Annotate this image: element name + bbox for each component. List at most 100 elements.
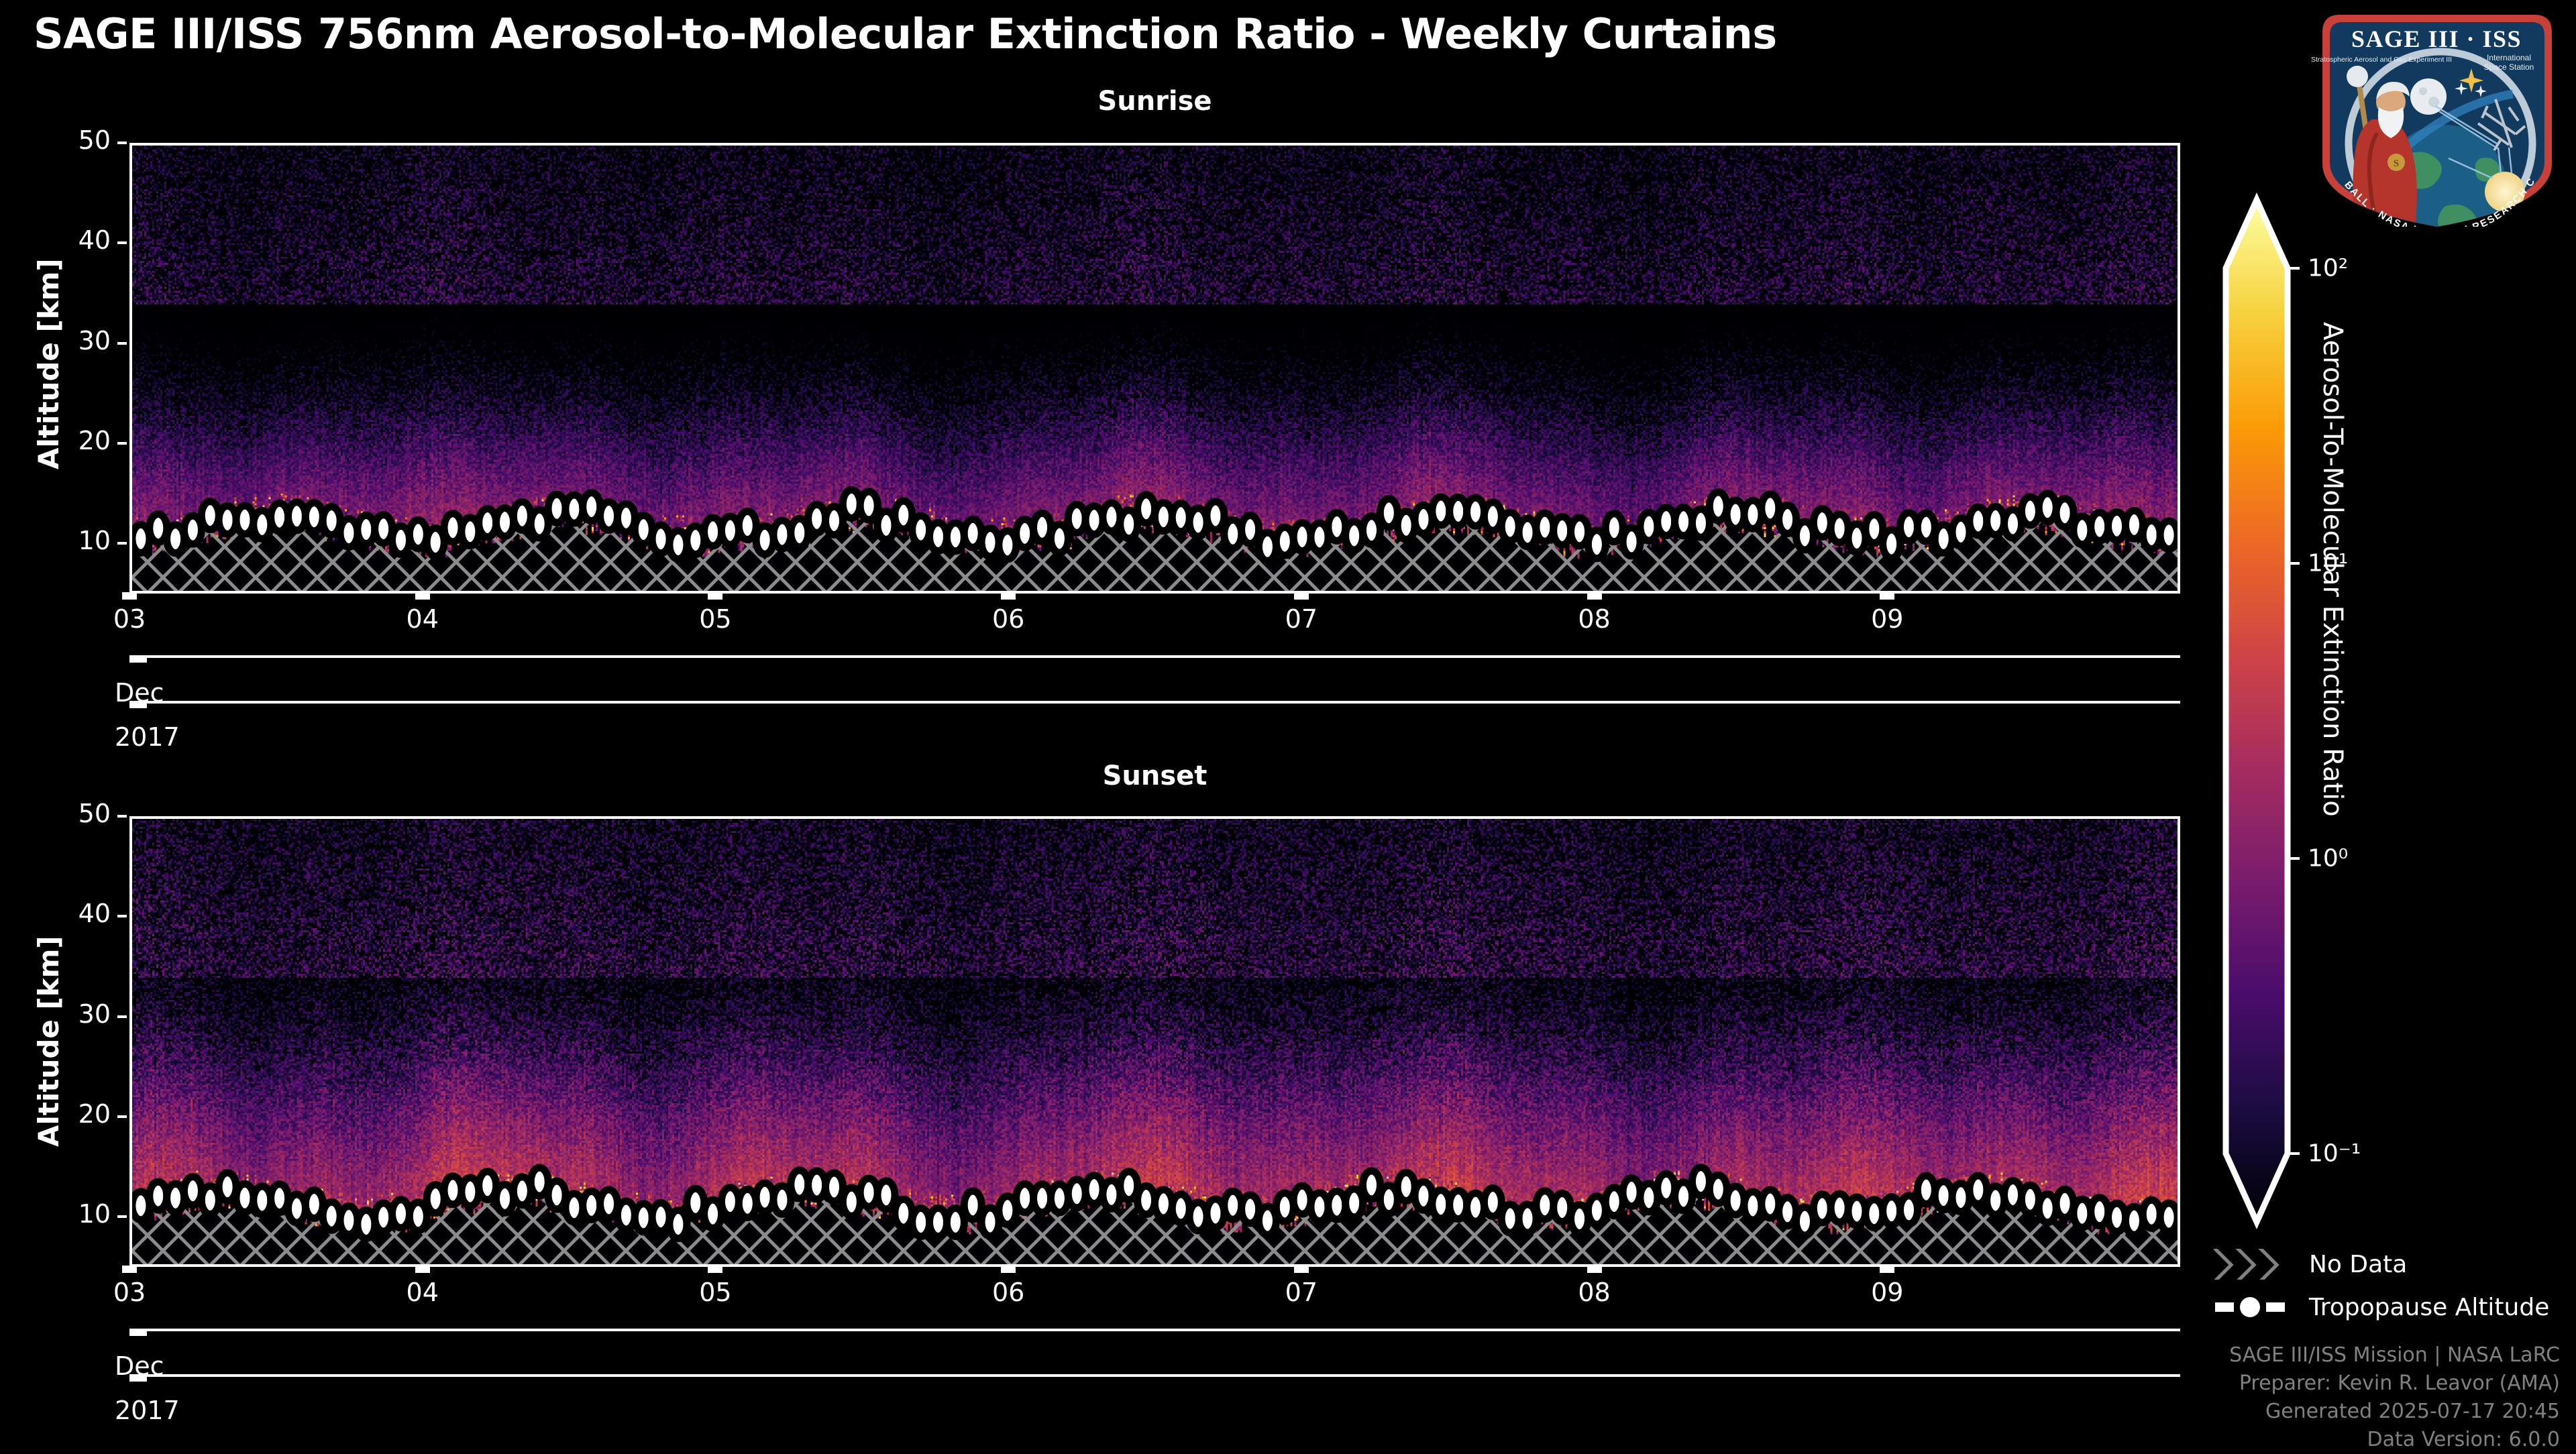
tropopause-marker (735, 508, 760, 544)
sunrise-year-label: 2017 (115, 722, 180, 752)
sunset-x-tick-label-07: 07 (1285, 1278, 1318, 1307)
footer-line-generated: Generated 2025-07-17 20:45 (2265, 1400, 2560, 1423)
sunrise-y-tick-mark-40 (117, 241, 127, 245)
sunrise-x-tick-mark-05 (708, 592, 723, 600)
tropopause-marker (1775, 501, 1801, 537)
sunset-x-tick-mark-05 (708, 1266, 723, 1273)
tropopause-marker (787, 514, 812, 551)
no-data-hatch-icon (2207, 1241, 2289, 1289)
legend: No Data Tropopause Altitude (2207, 1241, 2576, 1336)
tropopause-marker (475, 1168, 500, 1204)
sunset-x-tick-label-09: 09 (1871, 1278, 1904, 1307)
sunrise-year-rule (129, 701, 2180, 704)
sunrise-x-tick-mark-07 (1293, 592, 1309, 600)
sunrise-x-tick-label-07: 07 (1285, 604, 1318, 634)
sunset-tropopause-overlay (132, 1164, 2178, 1264)
sunset-y-tick-mark-10 (117, 1215, 127, 1219)
tropopause-marker (821, 1169, 847, 1205)
sunrise-x-tick-label-09: 09 (1871, 604, 1904, 634)
sunrise-x-tick-label-08: 08 (1578, 604, 1611, 634)
tropopause-marker (527, 506, 552, 542)
tropopause-marker (2156, 517, 2178, 553)
tropopause-marker (769, 1182, 795, 1218)
colorbar-tick-label-10⁰: 10⁰ (2308, 844, 2349, 873)
sunrise-y-tick-mark-10 (117, 542, 127, 545)
logo-earth-land (2402, 152, 2500, 227)
tropopause-marker (1342, 1185, 1367, 1221)
footer-line-mission: SAGE III/ISS Mission | NASA LaRC (2229, 1343, 2560, 1367)
tropopause-marker (1671, 1178, 1697, 1215)
tropopause-marker (856, 488, 881, 524)
tropopause-marker (891, 497, 916, 533)
tropopause-marker (873, 1177, 899, 1213)
sunset-y-tick-mark-40 (117, 915, 127, 918)
sunrise-month-rule (129, 655, 2180, 658)
sunset-y-tick-mark-50 (117, 815, 127, 818)
sunrise-x-tick-mark-09 (1880, 592, 1895, 600)
sunrise-y-tick-mark-20 (117, 442, 127, 445)
legend-label-tropopause: Tropopause Altitude (2309, 1293, 2550, 1321)
logo-robe (2353, 119, 2417, 227)
logo-subtitle-right-1: International (2487, 53, 2531, 62)
panel-sunrise: Sunrise Altitude [km] (32, 86, 2180, 594)
tropopause-marker (1116, 1168, 1142, 1204)
sunset-x-tick-label-08: 08 (1578, 1278, 1611, 1307)
sunset-x-tick-label-05: 05 (699, 1278, 732, 1307)
sunrise-y-tick-mark-50 (117, 142, 127, 144)
colorbar-gradient (2222, 192, 2291, 1229)
panel-sunset-title: Sunset (1102, 761, 1208, 791)
page-title: SAGE III/ISS 756nm Aerosol-to-Molecular … (34, 9, 1777, 58)
logo-sight-lines (2434, 105, 2513, 180)
sage-iii-iss-logo: S SAGE III · ISS Stratospheric Aerosol a… (2298, 0, 2571, 239)
sunset-y-tick-50: 50 (78, 799, 111, 828)
sunset-x-tick-mark-07 (1293, 1266, 1309, 1273)
sunset-y-tick-20: 20 (78, 1099, 111, 1129)
sunrise-y-tick-30: 30 (78, 325, 111, 355)
tropopause-marker (180, 512, 205, 548)
tropopause-marker (1688, 505, 1713, 541)
footer-credits: SAGE III/ISS Mission | NASA LaRC Prepare… (2229, 1341, 2560, 1454)
sunset-x-tick-mark-04 (415, 1266, 430, 1273)
sunrise-month-nub (129, 655, 147, 663)
tropopause-marker (1619, 524, 1644, 560)
colorbar-tick-mark-10¹ (2289, 562, 2300, 565)
sunset-month-rule (129, 1329, 2180, 1331)
logo-head (2376, 87, 2406, 117)
panel-sunrise-title: Sunrise (1097, 86, 1212, 117)
logo-star-1 (2459, 68, 2483, 93)
sunrise-x-tick-label-04: 04 (406, 604, 439, 634)
logo-title-sage: SAGE III · ISS (2351, 25, 2522, 52)
sunset-y-tick-10: 10 (78, 1199, 111, 1229)
tropopause-marker (1896, 1192, 1921, 1228)
logo-subtitle-right-2: Space Station (2484, 62, 2534, 72)
tropopause-marker (665, 1207, 691, 1243)
tropopause-marker (1203, 498, 1228, 534)
sunrise-x-tick-mark-03 (122, 592, 137, 600)
sunrise-x-tick-label-03: 03 (113, 604, 146, 634)
logo-hair (2376, 82, 2410, 99)
sunset-y-tick-mark-30 (117, 1015, 127, 1018)
sunset-x-tick-label-04: 04 (406, 1278, 439, 1307)
sunrise-year-nub (129, 701, 147, 708)
tropopause-marker (1480, 1184, 1505, 1221)
sunrise-y-tick-50: 50 (78, 125, 111, 155)
tropopause-marker (1358, 512, 1384, 549)
logo-sun (2485, 172, 2525, 212)
sunrise-y-tick-20: 20 (78, 426, 111, 455)
tropopause-markers (132, 486, 2178, 565)
logo-star-3 (2475, 85, 2487, 97)
colorbar: 10² 10¹ 10⁰ 10⁻¹ Aerosol-To-Molecular Extin… (2214, 188, 2496, 1234)
tropopause-marker (423, 524, 448, 561)
sunset-year-rule (129, 1374, 2180, 1377)
tropopause-marker (1879, 526, 1904, 562)
logo-beard (2377, 107, 2404, 138)
footer-line-preparer: Preparer: Kevin R. Leavor (AMA) (2239, 1372, 2560, 1395)
sunrise-tropopause-overlay (132, 486, 2178, 591)
tropopause-marker (1254, 1203, 1280, 1239)
sunset-x-tick-mark-06 (1001, 1266, 1016, 1273)
tropopause-marker (1515, 1200, 1540, 1237)
tropopause-marker (821, 502, 847, 539)
svg-text:S: S (2394, 158, 2399, 169)
logo-ring (2345, 48, 2536, 227)
sunset-x-tick-label-06: 06 (991, 1278, 1025, 1307)
